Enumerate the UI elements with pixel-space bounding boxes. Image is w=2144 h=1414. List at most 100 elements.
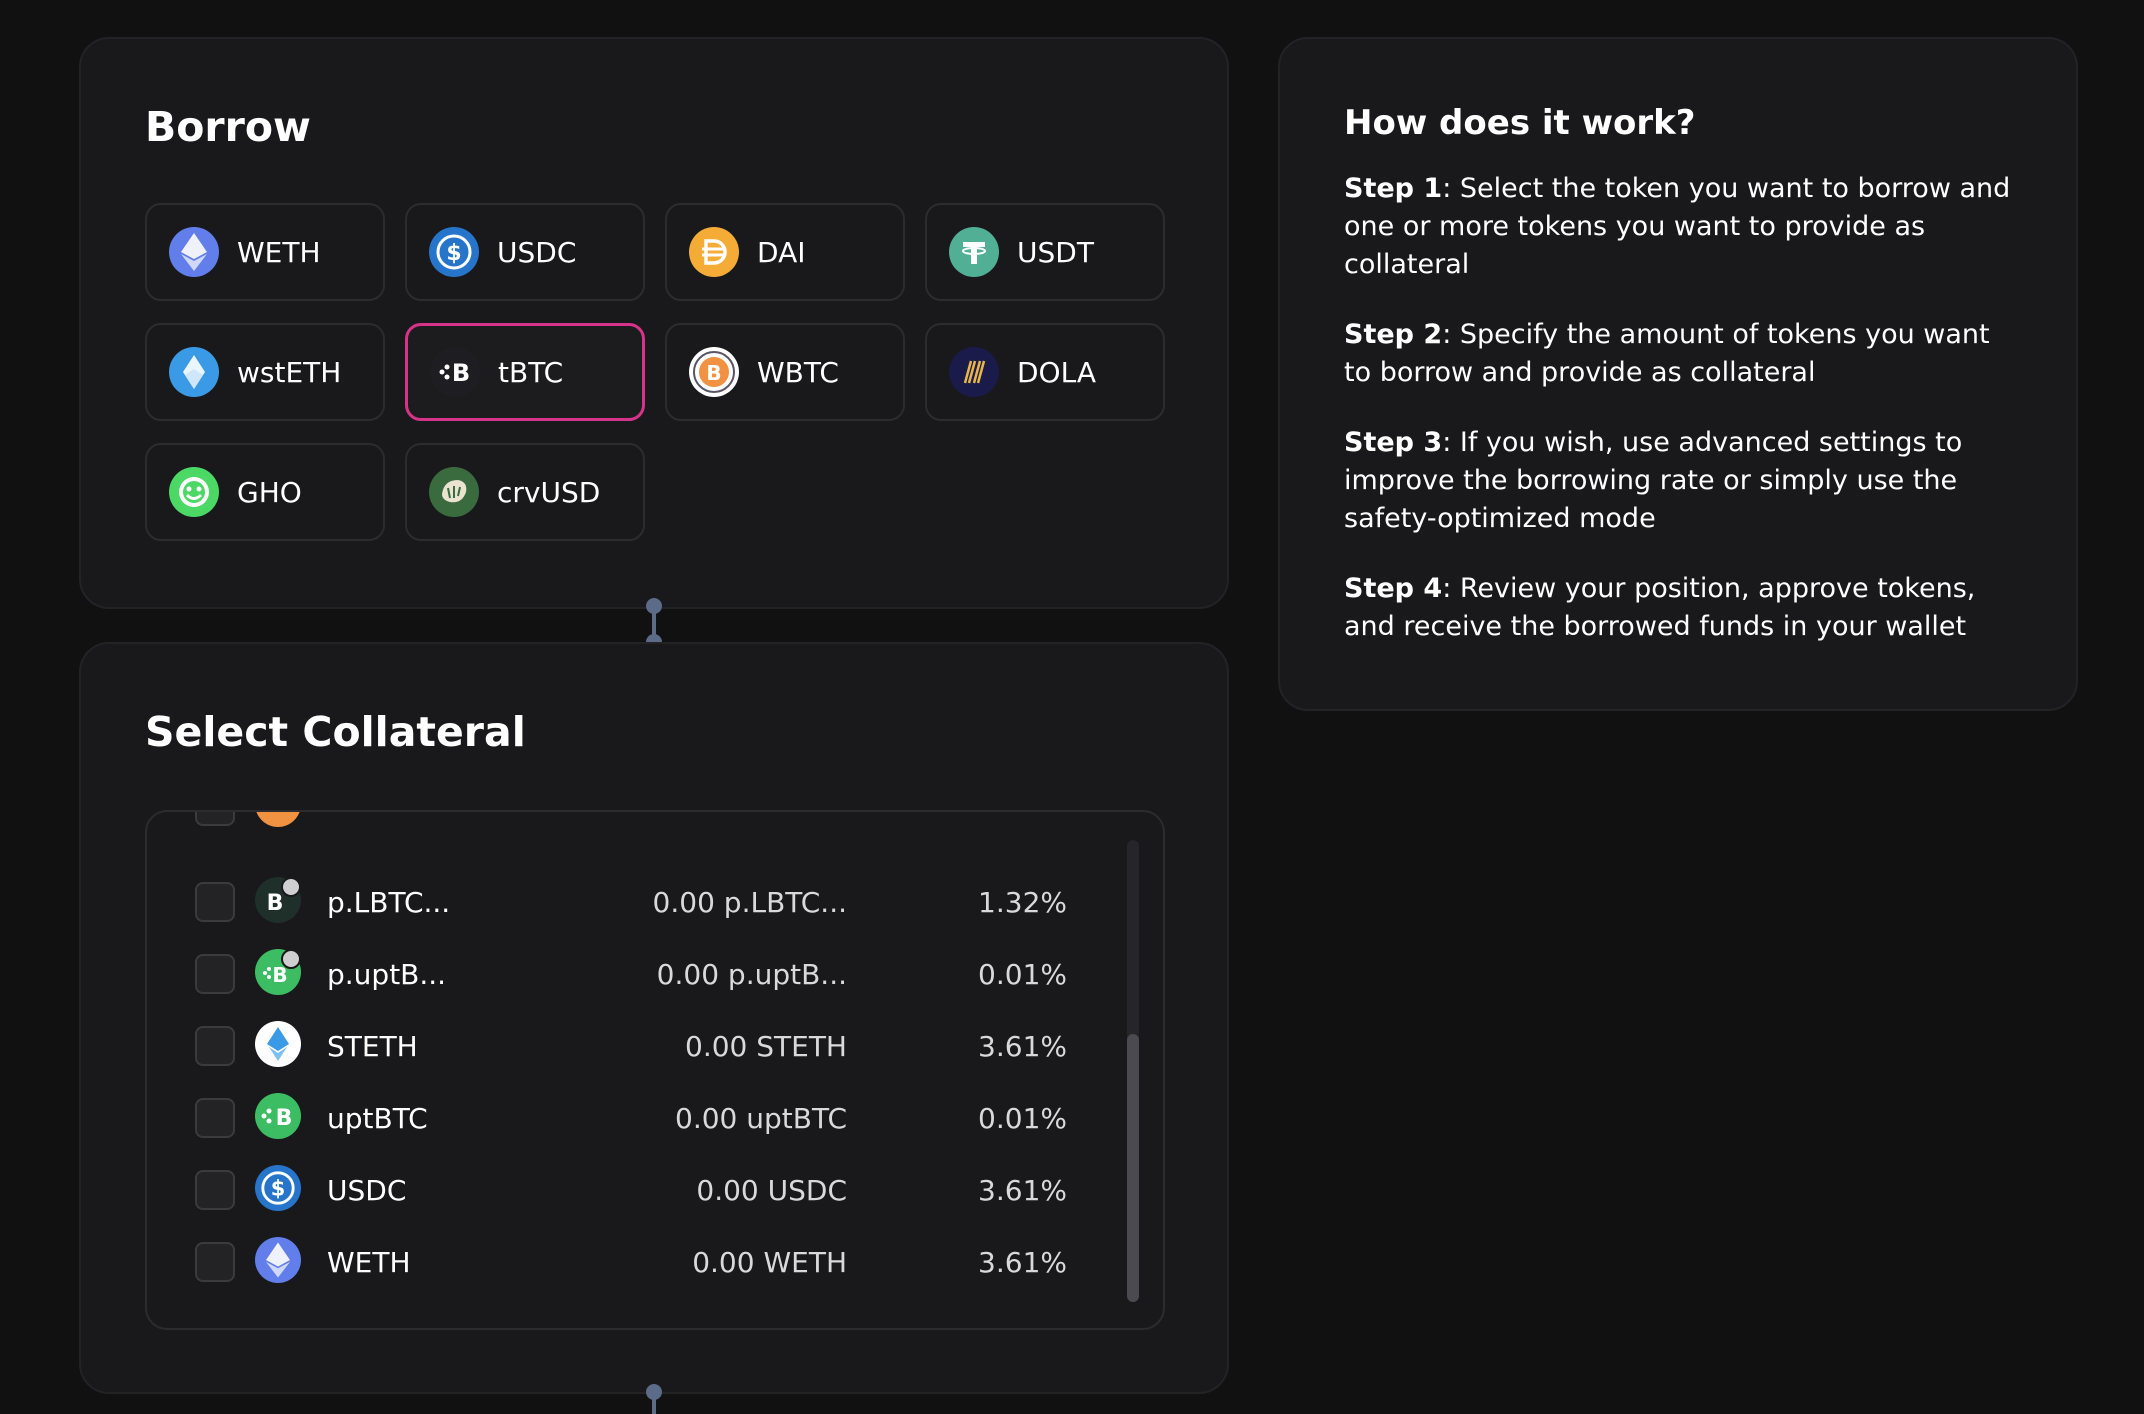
svg-text:B: B: [267, 891, 284, 916]
collateral-balance: 0.00 STETH: [685, 1030, 847, 1063]
collateral-name: USDC: [327, 1174, 407, 1207]
step-text: : Specify the amount of tokens you want …: [1344, 319, 1990, 388]
collateral-balance: 0.00 USDC: [696, 1174, 847, 1207]
collateral-list[interactable]: B p.LBTC... 0.00 p.LBTC... 1.32% B p.upt…: [145, 810, 1165, 1330]
token-label: WBTC: [757, 355, 839, 389]
help-title: How does it work?: [1344, 103, 1696, 143]
wsteth-icon: [169, 347, 219, 397]
steth-icon: [255, 1021, 301, 1067]
collateral-checkbox[interactable]: [195, 1170, 235, 1210]
collateral-checkbox[interactable]: [195, 1026, 235, 1066]
collateral-checkbox[interactable]: [195, 1098, 235, 1138]
usdc-icon: $: [429, 227, 479, 277]
collateral-rate: 3.61%: [978, 1030, 1067, 1063]
token-label: crvUSD: [497, 475, 601, 509]
step-label: Step 2: [1344, 319, 1443, 350]
collateral-checkbox[interactable]: [195, 954, 235, 994]
svg-text:$: $: [271, 1177, 286, 1201]
step-label: Step 3: [1344, 427, 1443, 458]
collateral-row[interactable]: $ USDC 0.00 USDC 3.61%: [147, 1154, 1147, 1226]
borrow-token-usdc[interactable]: $ USDC: [405, 203, 645, 301]
token-label: USDC: [497, 235, 577, 269]
gho-icon: [169, 467, 219, 517]
dai-icon: [689, 227, 739, 277]
borrow-token-dai[interactable]: DAI: [665, 203, 905, 301]
collateral-name: uptBTC: [327, 1102, 428, 1135]
tbtc-icon: B: [430, 347, 480, 397]
help-step-4: Step 4: Review your position, approve to…: [1344, 570, 2024, 646]
collateral-balance: 0.00 p.uptB...: [656, 958, 847, 991]
step-label: Step 4: [1344, 573, 1443, 604]
collateral-rate: 3.61%: [978, 1174, 1067, 1207]
card-connector: [652, 606, 656, 642]
help-step-2: Step 2: Specify the amount of tokens you…: [1344, 316, 2024, 392]
collateral-balance: 0.00 uptBTC: [675, 1102, 847, 1135]
help-step-1: Step 1: Select the token you want to bor…: [1344, 170, 2024, 284]
collateral-scrollbar-thumb[interactable]: [1127, 1034, 1139, 1302]
collateral-row[interactable]: WETH 0.00 WETH 3.61%: [147, 1226, 1147, 1298]
borrow-token-wsteth[interactable]: wstETH: [145, 323, 385, 421]
usdt-icon: [949, 227, 999, 277]
step-text: : Select the token you want to borrow an…: [1344, 173, 2011, 280]
token-label: USDT: [1017, 235, 1094, 269]
p-uptbtc-icon: B: [255, 949, 301, 995]
collateral-checkbox[interactable]: [195, 812, 235, 826]
borrow-token-grid: WETH $ USDC DAI USDT wstETH: [145, 203, 1165, 541]
svg-text:B: B: [452, 359, 470, 387]
collateral-rate: 0.01%: [978, 958, 1067, 991]
card-connector-lower: [652, 1390, 656, 1414]
collateral-card: Select Collateral B p.LBTC... 0.00 p.LBT…: [79, 642, 1229, 1394]
collateral-name: STETH: [327, 1030, 418, 1063]
svg-text:B: B: [272, 963, 287, 987]
collateral-checkbox[interactable]: [195, 882, 235, 922]
borrow-token-weth[interactable]: WETH: [145, 203, 385, 301]
svg-text:B: B: [706, 361, 721, 385]
step-label: Step 1: [1344, 173, 1443, 204]
collateral-rate: 0.01%: [978, 1102, 1067, 1135]
collateral-rate: 1.32%: [978, 886, 1067, 919]
token-label: tBTC: [498, 355, 564, 389]
borrow-token-usdt[interactable]: USDT: [925, 203, 1165, 301]
collateral-row-clipped: [147, 812, 1147, 842]
borrow-card: Borrow WETH $ USDC DAI USDT: [79, 37, 1229, 609]
weth-icon: [255, 1237, 301, 1283]
collateral-row[interactable]: B p.LBTC... 0.00 p.LBTC... 1.32%: [147, 866, 1147, 938]
collateral-scrollbar[interactable]: [1127, 840, 1139, 1302]
collateral-name: WETH: [327, 1246, 411, 1279]
collateral-row[interactable]: B uptBTC 0.00 uptBTC 0.01%: [147, 1082, 1147, 1154]
collateral-checkbox[interactable]: [195, 1242, 235, 1282]
weth-icon: [169, 227, 219, 277]
collateral-rate: 3.61%: [978, 1246, 1067, 1279]
uptbtc-icon: B: [255, 1093, 301, 1139]
borrow-token-tbtc[interactable]: B tBTC: [405, 323, 645, 421]
step-text: : If you wish, use advanced settings to …: [1344, 427, 1963, 534]
step-text: : Review your position, approve tokens, …: [1344, 573, 1976, 642]
collateral-balance: 0.00 WETH: [692, 1246, 847, 1279]
help-step-3: Step 3: If you wish, use advanced settin…: [1344, 424, 2024, 538]
collateral-name: p.uptB...: [327, 958, 447, 991]
token-label: DOLA: [1017, 355, 1096, 389]
svg-text:B: B: [276, 1106, 293, 1131]
collateral-row[interactable]: STETH 0.00 STETH 3.61%: [147, 1010, 1147, 1082]
borrow-title: Borrow: [145, 103, 311, 151]
p-lbtc-icon: B: [255, 877, 301, 923]
token-label: GHO: [237, 475, 302, 509]
collateral-row[interactable]: B p.uptB... 0.00 p.uptB... 0.01%: [147, 938, 1147, 1010]
token-icon: [255, 812, 301, 827]
dola-icon: [949, 347, 999, 397]
borrow-token-gho[interactable]: GHO: [145, 443, 385, 541]
collateral-title: Select Collateral: [145, 708, 526, 756]
borrow-token-wbtc[interactable]: B WBTC: [665, 323, 905, 421]
token-label: wstETH: [237, 355, 342, 389]
crvusd-icon: [429, 467, 479, 517]
usdc-icon: $: [255, 1165, 301, 1211]
svg-text:$: $: [446, 241, 461, 266]
borrow-token-crvusd[interactable]: crvUSD: [405, 443, 645, 541]
wbtc-icon: B: [689, 347, 739, 397]
help-card: How does it work? Step 1: Select the tok…: [1278, 37, 2078, 711]
token-label: WETH: [237, 235, 321, 269]
collateral-balance: 0.00 p.LBTC...: [652, 886, 847, 919]
token-label: DAI: [757, 235, 806, 269]
borrow-token-dola[interactable]: DOLA: [925, 323, 1165, 421]
collateral-name: p.LBTC...: [327, 886, 451, 919]
